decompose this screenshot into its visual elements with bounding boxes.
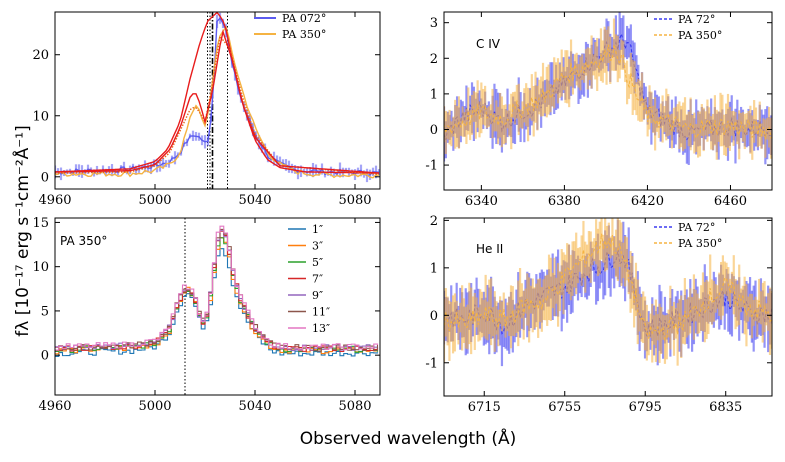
x-tick-label: 5040	[238, 399, 271, 414]
series-line-0	[55, 17, 380, 177]
x-tick-label: 6715	[468, 400, 501, 415]
panel-annotation: PA 350°	[60, 234, 107, 248]
legend-label: PA 350°	[678, 29, 722, 42]
y-axis-label: fλ [10⁻¹⁷ erg s⁻¹cm⁻²Å⁻¹]	[11, 125, 33, 336]
y-tick-label: -1	[425, 356, 438, 371]
x-tick-label: 6835	[709, 400, 742, 415]
series-line-4	[55, 29, 380, 174]
legend-label: 11″	[312, 306, 330, 319]
y-tick-label: 15	[32, 216, 49, 231]
panel-p3: 6340 6380 6420 6460 -1 0 1 2 3 C IV PA 72° PA 350°	[425, 11, 773, 209]
legend: PA 72° PA 350°	[654, 221, 722, 250]
x-tick-label: 6755	[548, 400, 581, 415]
y-tick-label: 0	[430, 309, 438, 324]
y-tick-label: 2	[430, 214, 438, 229]
y-tick-label: 3	[430, 16, 438, 31]
x-tick-label: 6340	[465, 194, 498, 209]
plot-frame	[54, 217, 381, 396]
x-tick-label: 5000	[138, 399, 171, 414]
series-line-6	[55, 225, 379, 351]
y-tick-label: 1	[430, 261, 438, 276]
panel-p4: 6715 6755 6795 6835 -1 0 1 2 He II PA 72° PA 350°	[425, 214, 773, 415]
plot-frame	[443, 217, 773, 397]
legend: PA 072° PA 350°	[254, 12, 326, 41]
y-tick-label: 0	[41, 170, 49, 185]
panel-annotation: C IV	[476, 37, 501, 51]
y-tick-label: -1	[425, 159, 438, 174]
x-tick-label: 4960	[38, 193, 71, 208]
legend-label: PA 350°	[282, 28, 326, 41]
x-axis-label: Observed wavelength (Å)	[300, 427, 517, 449]
legend-label: 3″	[312, 240, 323, 253]
series-line-1	[444, 44, 772, 140]
y-tick-label: 1	[430, 87, 438, 102]
x-tick-label: 6380	[548, 194, 581, 209]
panel-p1: 4960 5000 5040 5080 0 10 20 PA 072° PA 350°	[32, 11, 381, 208]
x-tick-label: 5080	[338, 193, 371, 208]
series-line-2	[55, 12, 379, 174]
legend-label: 5″	[312, 256, 323, 269]
y-tick-label: 10	[32, 109, 49, 124]
series-line-1	[444, 233, 772, 342]
x-tick-label: 5040	[238, 193, 271, 208]
x-tick-label: 5080	[338, 399, 371, 414]
series-line-1	[55, 25, 380, 179]
legend: 1″ 3″ 5″ 7″ 9″ 11″ 13″	[288, 223, 330, 335]
x-tick-label: 5000	[138, 193, 171, 208]
x-tick-label: 4960	[38, 399, 71, 414]
legend-label: 7″	[312, 273, 323, 286]
y-tick-label: 10	[32, 260, 49, 275]
legend: PA 72° PA 350°	[654, 13, 722, 42]
y-tick-label: 5	[41, 304, 49, 319]
y-tick-label: 0	[430, 123, 438, 138]
plot-frame	[443, 11, 773, 191]
x-tick-label: 6420	[631, 194, 664, 209]
x-tick-label: 6460	[714, 194, 747, 209]
panel-annotation: He II	[476, 242, 503, 256]
legend-label: PA 72°	[678, 221, 715, 234]
series-line-3	[55, 34, 380, 175]
legend-label: PA 072°	[282, 12, 326, 25]
plot-frame	[54, 11, 381, 190]
legend-label: PA 350°	[678, 237, 722, 250]
legend-label: PA 72°	[678, 13, 715, 26]
legend-label: 13″	[312, 322, 330, 335]
legend-label: 9″	[312, 289, 323, 302]
y-tick-label: 2	[430, 52, 438, 67]
y-tick-label: 0	[41, 349, 49, 364]
legend-label: 1″	[312, 223, 323, 236]
y-tick-label: 20	[32, 48, 49, 63]
x-tick-label: 6795	[629, 400, 662, 415]
